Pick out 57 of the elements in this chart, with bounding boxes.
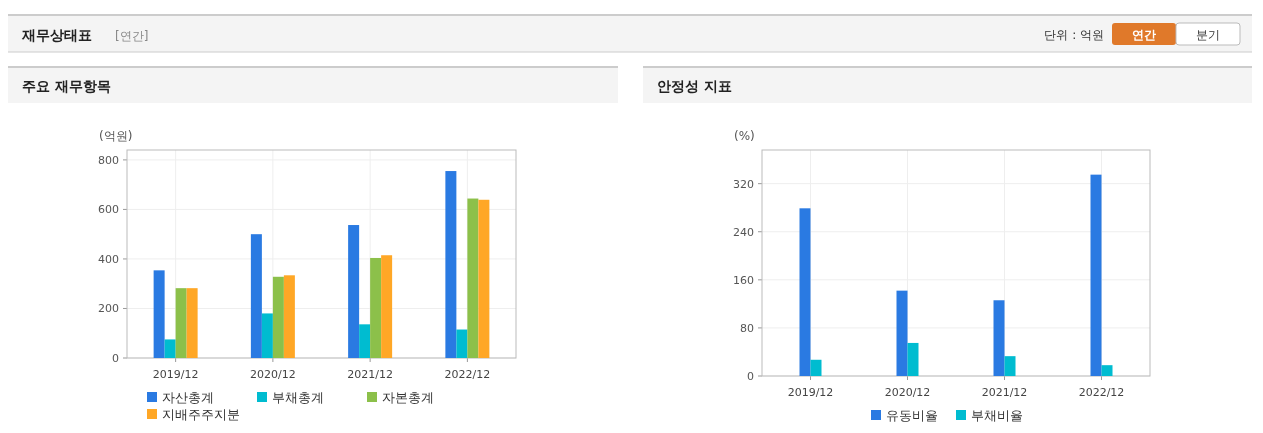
x-tick-label: 2021/12	[981, 386, 1028, 399]
y-tick-label: 0	[747, 370, 754, 383]
x-tick-label: 2019/12	[152, 368, 199, 381]
y-tick-label: 200	[98, 302, 119, 316]
y-tick-label: 800	[98, 153, 119, 167]
text: [연간]	[115, 29, 149, 43]
bar	[896, 290, 908, 376]
bar	[1101, 365, 1113, 376]
bar	[907, 342, 919, 376]
y-tick-label: 0	[112, 352, 119, 365]
y-tick-label: 600	[98, 203, 119, 217]
x-tick-label: 2019/12	[787, 386, 834, 399]
y-tick-label: 80	[740, 321, 754, 335]
text: 연간	[1132, 28, 1156, 42]
bar	[272, 276, 284, 358]
bar	[250, 234, 262, 358]
x-tick-label: 2021/12	[347, 368, 393, 381]
bar	[164, 339, 176, 358]
chart-title: 안정성 지표	[657, 78, 732, 94]
legend-label: 부채비율	[971, 408, 1023, 423]
bar	[445, 171, 457, 358]
x-tick-label: 2020/12	[250, 368, 296, 381]
x-tick-label: 2022/12	[444, 368, 491, 381]
bar	[370, 257, 382, 358]
y-tick-label: 240	[733, 225, 754, 239]
bar	[810, 359, 822, 376]
text: 단위 : 억원	[1044, 28, 1104, 42]
x-tick-label: 2020/12	[884, 386, 931, 399]
x-tick-label: 2022/12	[1078, 386, 1125, 399]
y-tick-label: 160	[733, 273, 754, 287]
bar	[359, 324, 371, 358]
chart-title: 주요 재무항목	[22, 78, 111, 94]
bar	[799, 208, 811, 376]
y-axis-title: (억원)	[99, 129, 133, 143]
y-axis-title: (%)	[734, 129, 755, 143]
text: 재무상태표	[21, 27, 92, 43]
legend-label: 자본총계	[382, 390, 434, 405]
bar	[348, 225, 360, 358]
legend-label: 부채총계	[272, 390, 324, 405]
legend-label: 유동비율	[886, 408, 938, 423]
bar	[283, 275, 295, 358]
bar	[186, 288, 198, 358]
bar	[175, 288, 187, 358]
bar	[478, 199, 490, 358]
bar	[993, 300, 1005, 376]
bar	[467, 198, 479, 358]
bar	[1090, 174, 1102, 376]
bar	[381, 255, 393, 358]
text: 분기	[1196, 28, 1220, 42]
bar	[153, 270, 165, 358]
legend-label: 지배주주지분	[162, 407, 240, 422]
y-tick-label: 320	[733, 177, 754, 191]
bar	[1004, 356, 1016, 376]
bar	[261, 313, 273, 358]
legend-label: 자산총계	[162, 390, 214, 405]
y-tick-label: 400	[98, 252, 119, 266]
bar	[456, 329, 468, 358]
